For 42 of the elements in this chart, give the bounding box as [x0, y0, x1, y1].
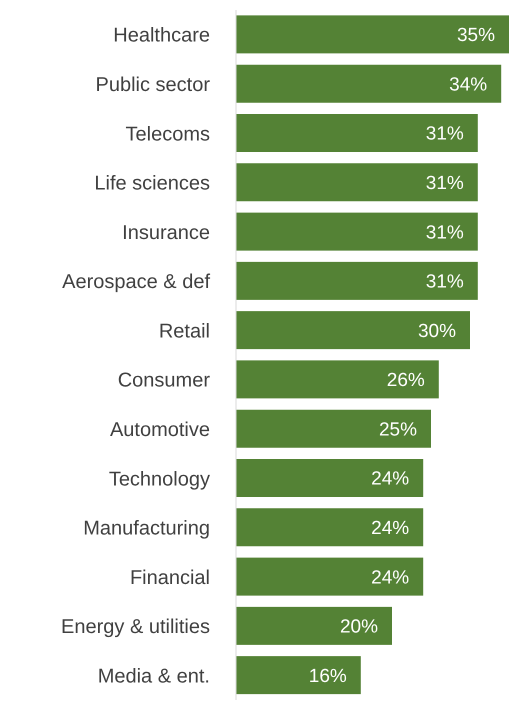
bar	[236, 163, 478, 202]
bar	[236, 558, 424, 596]
data-label: 24%	[371, 567, 410, 588]
data-label: 26%	[386, 370, 425, 392]
y-tick-label: Aerospace & def	[62, 271, 210, 294]
data-label: 25%	[378, 419, 418, 440]
data-label: 31%	[426, 272, 464, 293]
data-label: 31%	[426, 222, 464, 244]
bar	[236, 410, 431, 448]
y-tick-label: Life sciences	[94, 172, 210, 195]
y-tick-label: Insurance	[122, 222, 210, 244]
data-label: 24%	[371, 518, 410, 540]
y-tick-label: Financial	[130, 566, 210, 589]
data-label: 31%	[426, 173, 464, 194]
bar	[236, 458, 424, 497]
y-tick-label: Manufacturing	[83, 518, 210, 540]
bar	[236, 64, 502, 103]
y-tick-label: Consumer	[118, 370, 210, 392]
bar	[236, 360, 439, 398]
bar	[236, 114, 478, 152]
y-tick-label: Retail	[158, 320, 210, 342]
y-tick-label: Media & ent.	[98, 665, 210, 688]
y-tick-label: Automotive	[110, 419, 210, 442]
y-tick-label: Healthcare	[113, 24, 210, 47]
bar	[236, 606, 392, 645]
y-tick-label: Telecoms	[126, 123, 210, 146]
bar	[236, 508, 424, 546]
y-tick-label: Public sector	[96, 74, 210, 96]
data-label: 20%	[340, 616, 378, 638]
bar	[236, 15, 509, 54]
bar	[236, 656, 361, 694]
data-label: 16%	[308, 666, 347, 687]
bar	[236, 311, 470, 350]
bar	[236, 262, 478, 300]
data-label: 24%	[371, 468, 410, 490]
data-label: 31%	[426, 124, 464, 145]
data-label: 35%	[456, 25, 496, 46]
bar	[236, 212, 478, 251]
y-tick-label: Energy & utilities	[61, 616, 210, 638]
y-tick-label: Technology	[108, 468, 210, 490]
data-label: 30%	[418, 320, 456, 342]
data-label: 34%	[449, 74, 488, 96]
